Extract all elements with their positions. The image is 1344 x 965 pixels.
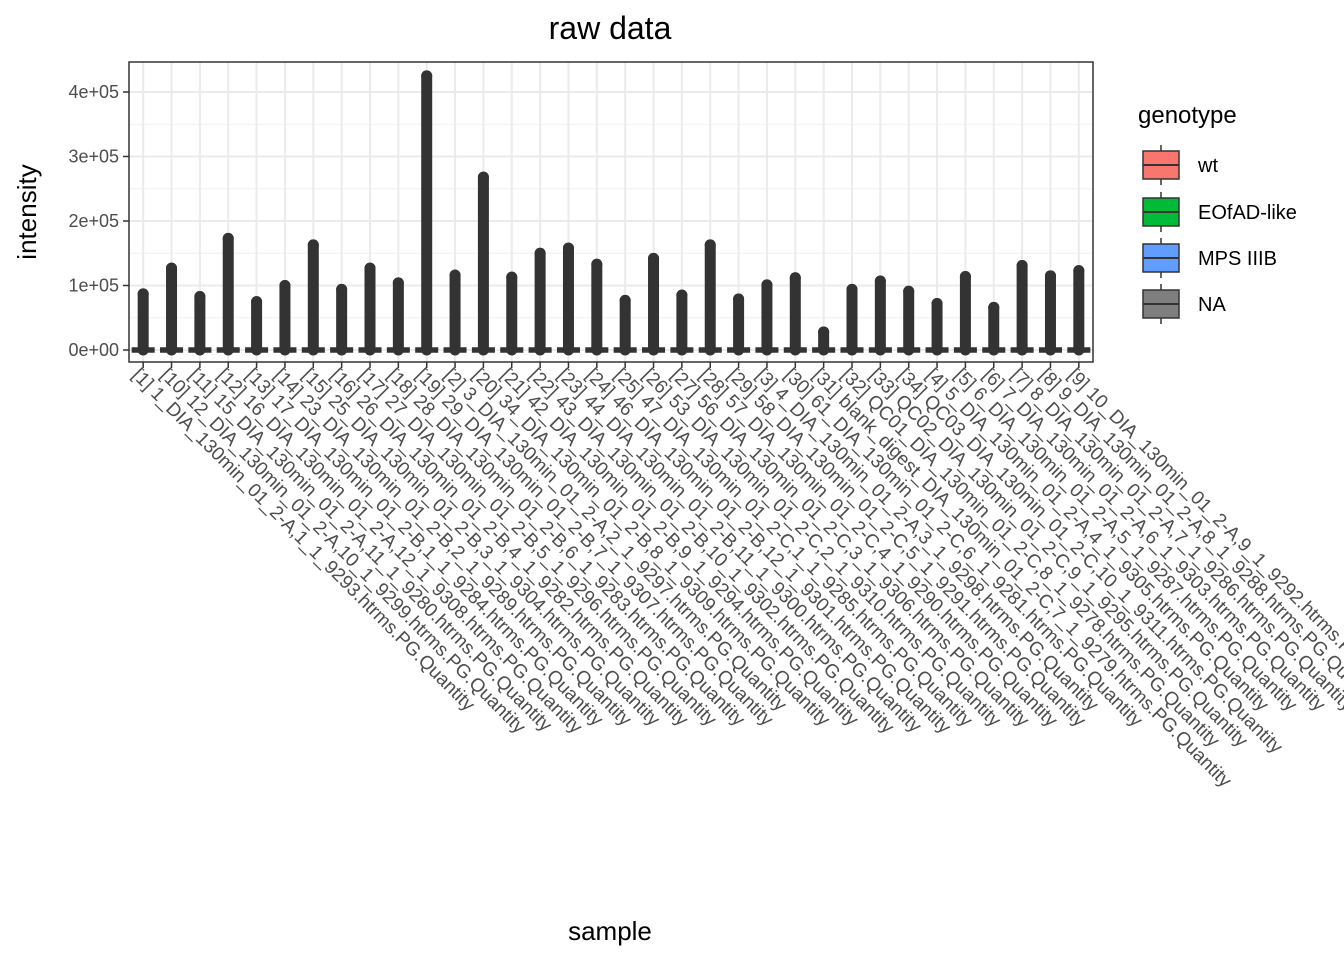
outlier-max — [648, 252, 660, 264]
outlier-max — [166, 262, 178, 274]
outlier-max — [1016, 260, 1028, 272]
legend-title: genotype — [1138, 102, 1237, 129]
panel-border — [128, 61, 1094, 363]
outlier-max — [194, 290, 206, 302]
outlier-max — [392, 277, 404, 289]
outlier-max — [846, 283, 858, 295]
outlier-max — [562, 242, 574, 254]
legend-label: wt — [1197, 155, 1218, 177]
outlier-max — [506, 271, 518, 283]
outlier-max — [364, 262, 376, 274]
outlier-max — [421, 70, 433, 82]
outlier-max — [591, 258, 603, 270]
y-tick-label: 1e+05 — [68, 276, 119, 296]
y-tick-label: 3e+05 — [68, 146, 119, 166]
outlier-max — [336, 283, 348, 295]
outlier-max — [903, 285, 915, 297]
legend-label: MPS IIIB — [1198, 248, 1277, 270]
outlier-max — [534, 247, 546, 259]
y-tick-label: 2e+05 — [68, 211, 119, 231]
outlier-max — [733, 293, 745, 305]
outlier-max — [1073, 265, 1085, 277]
outlier-max — [477, 171, 489, 183]
outlier-max — [222, 232, 234, 244]
outlier-max — [789, 272, 801, 284]
plot-panel — [129, 62, 1093, 362]
outlier-max — [761, 279, 773, 291]
legend-label: EOfAD-like — [1198, 202, 1297, 224]
outlier-max — [959, 270, 971, 282]
outlier-max — [1044, 270, 1056, 282]
y-tick-label: 0e+00 — [68, 340, 119, 360]
outlier-max — [619, 294, 631, 306]
outlier-max — [676, 289, 688, 301]
outlier-max — [704, 239, 716, 251]
chart-title: raw data — [549, 10, 672, 46]
y-axis-title: intensity — [12, 164, 42, 259]
outlier-max — [818, 326, 830, 338]
outlier-max — [449, 269, 461, 281]
outlier-max — [307, 239, 319, 251]
outlier-max — [137, 288, 149, 300]
outlier-max — [931, 298, 943, 310]
legend-label: NA — [1198, 294, 1226, 316]
y-tick-label: 4e+05 — [68, 82, 119, 102]
outlier-max — [874, 275, 886, 287]
outlier-max — [251, 296, 263, 308]
outlier-max — [279, 280, 291, 292]
outlier-max — [988, 301, 1000, 313]
x-axis-title: sample — [568, 916, 652, 946]
